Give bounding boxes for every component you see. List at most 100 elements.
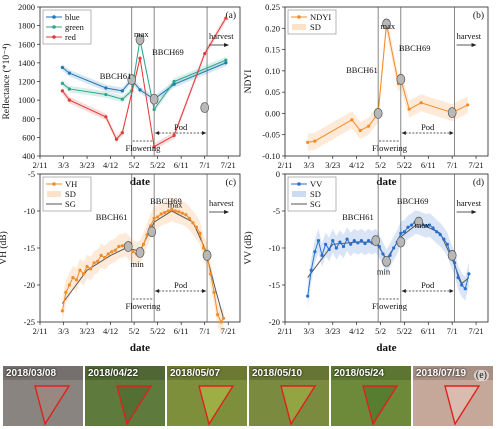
data-point [377, 244, 381, 249]
x-tick-label: 7/21 [468, 160, 483, 170]
pod-arrowhead [401, 131, 406, 135]
data-point [120, 131, 124, 135]
stage-marker [202, 250, 212, 261]
stage-marker [371, 235, 381, 246]
thumbnail-2: 2018/04/22 [85, 366, 165, 426]
data-point [156, 215, 160, 219]
x-tick-label: 5/22 [397, 160, 412, 170]
x-tick-label: 5/2 [375, 326, 386, 336]
data-point [194, 225, 199, 229]
x-tick-label: 2/11 [278, 160, 293, 170]
bbch69-label: BBCH69 [397, 196, 429, 206]
sd-band [62, 36, 226, 113]
legend-box [42, 176, 92, 212]
data-point [120, 97, 124, 101]
min-label: min [130, 259, 144, 269]
data-point [224, 16, 228, 20]
panel-letter: (c) [225, 177, 236, 188]
y-tick-label: 0 [276, 169, 280, 179]
data-point [177, 210, 181, 214]
pod-label: Pod [421, 280, 435, 290]
x-axis-label: date [130, 176, 150, 188]
x-axis-label: date [376, 342, 396, 354]
thumbnail-strip: 2018/03/08 2018/04/22 2018/05/07 2018/05… [0, 366, 500, 429]
data-point [460, 283, 464, 287]
x-tick-label: 3/23 [325, 160, 340, 170]
data-point [399, 231, 403, 235]
thumbnail-shade [331, 366, 411, 380]
x-tick-label: 3/3 [58, 160, 69, 170]
data-point [313, 250, 317, 254]
data-point [120, 244, 124, 248]
stage-marker [147, 226, 157, 238]
y-tick-label: -25 [24, 317, 35, 327]
data-point [67, 98, 72, 102]
bbch69-label: BBCH69 [152, 47, 184, 57]
legend-label: SG [310, 199, 321, 209]
y-tick-label: 1600 [18, 39, 35, 49]
data-point [201, 246, 206, 250]
data-point [306, 294, 310, 298]
data-point [316, 239, 321, 243]
thumbnail-date: 2018/05/24 [334, 368, 385, 379]
data-point [152, 107, 156, 112]
thumbnail-date: 2018/05/07 [170, 368, 221, 379]
y-tick-label: 1000 [18, 95, 35, 105]
legend-label: VH [65, 179, 77, 189]
data-point [67, 71, 72, 75]
data-point [435, 230, 439, 234]
stage-marker [382, 18, 391, 30]
y-tick-label: 0.25 [265, 2, 280, 12]
x-tick-label: 3/23 [79, 326, 94, 336]
data-point [172, 79, 176, 84]
data-point [349, 242, 353, 246]
harvest-arrowhead [224, 43, 230, 47]
data-point [180, 211, 184, 215]
data-point [224, 58, 228, 62]
stage-marker [123, 241, 133, 252]
data-point [138, 88, 142, 92]
flowering-label: Flowering [125, 143, 161, 153]
legend-label: SG [65, 199, 76, 209]
x-tick-label: 4/12 [103, 326, 118, 336]
pod-arrowhead [155, 289, 160, 293]
data-point [120, 89, 124, 93]
data-point [106, 252, 110, 256]
data-point [313, 139, 317, 143]
data-point [309, 268, 313, 272]
data-point [345, 237, 349, 241]
x-tick-label: 3/3 [303, 160, 314, 170]
pod-arrowhead [449, 289, 454, 293]
data-point [456, 276, 460, 280]
thumbnail-shade [3, 366, 83, 380]
x-tick-label: 5/22 [150, 326, 165, 336]
x-tick-label: 6/11 [174, 326, 189, 336]
harvest-label: harvest [457, 198, 482, 208]
stage-marker [200, 102, 210, 113]
stage-marker [135, 247, 145, 258]
legend-swatch [292, 191, 306, 197]
data-point [131, 250, 135, 254]
data-point [358, 128, 362, 133]
thumbnail-shade [249, 366, 329, 380]
legend-box [287, 176, 337, 212]
data-point [60, 65, 64, 70]
data-point [427, 223, 432, 227]
data-point [352, 239, 356, 243]
data-point [467, 272, 471, 276]
data-point [359, 239, 364, 243]
field-outline [444, 385, 481, 426]
x-tick-label: 2/11 [278, 326, 293, 336]
thumbnail-date: 2018/04/22 [88, 368, 139, 379]
data-point [114, 137, 119, 141]
data-point [419, 101, 423, 105]
x-tick-label: 7/21 [468, 326, 483, 336]
x-tick-label: 7/21 [221, 326, 236, 336]
data-point [356, 241, 360, 245]
data-point [173, 209, 177, 213]
data-point [366, 124, 371, 128]
legend-label: SD [65, 189, 76, 199]
legend-label: red [65, 32, 77, 42]
data-point [203, 51, 207, 56]
field-outline [198, 385, 235, 426]
